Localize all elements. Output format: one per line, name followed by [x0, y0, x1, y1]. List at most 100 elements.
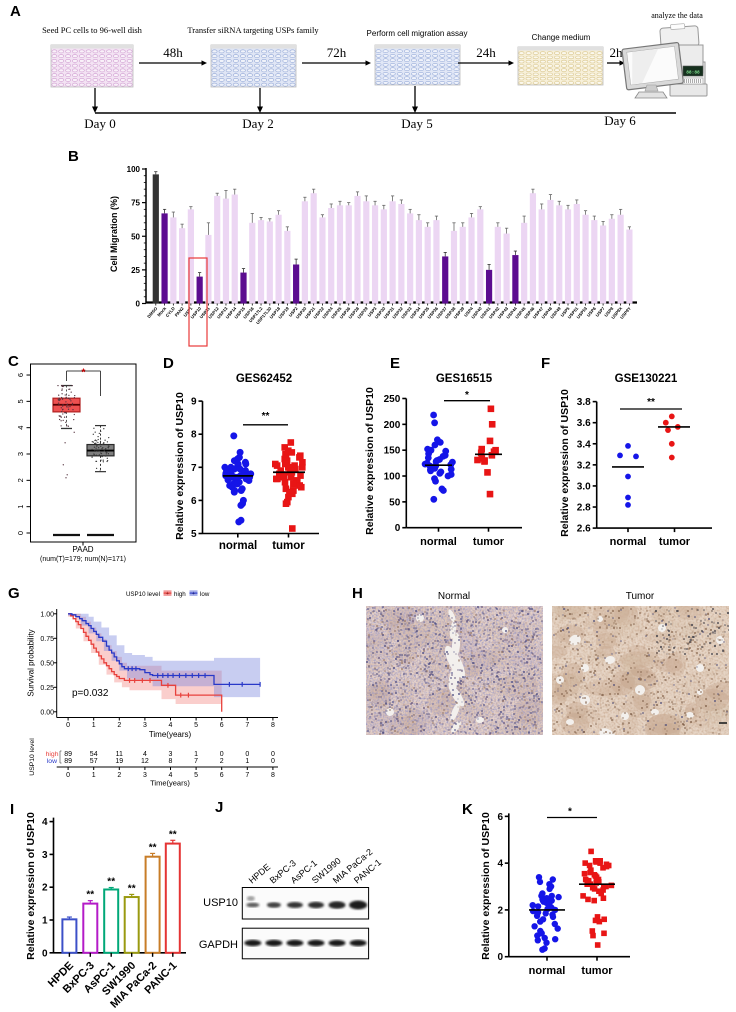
svg-text:89: 89 — [64, 758, 72, 765]
svg-text:USP2: USP2 — [288, 305, 299, 317]
svg-text:USP10 level: USP10 level — [126, 591, 160, 598]
svg-text:high: high — [46, 751, 59, 758]
svg-text:B: B — [68, 148, 79, 165]
svg-text:tumor: tumor — [659, 536, 691, 548]
svg-text:88:88: 88:88 — [686, 70, 700, 76]
svg-text:I: I — [10, 801, 14, 818]
svg-text:3: 3 — [143, 772, 147, 779]
svg-text:6: 6 — [220, 722, 224, 729]
svg-text:8: 8 — [271, 772, 275, 779]
svg-text:low: low — [200, 591, 210, 598]
svg-text:A: A — [10, 3, 21, 20]
svg-text:2: 2 — [117, 722, 121, 729]
svg-text:2.8: 2.8 — [577, 503, 591, 514]
svg-text:5: 5 — [16, 399, 25, 403]
svg-text:4: 4 — [497, 859, 503, 870]
svg-text:54: 54 — [90, 751, 98, 758]
svg-text:0.50: 0.50 — [40, 660, 54, 667]
svg-text:Day 0: Day 0 — [84, 116, 115, 131]
svg-text:50: 50 — [131, 232, 140, 241]
svg-text:Seed PC cells to 96-well dish: Seed PC cells to 96-well dish — [42, 25, 143, 35]
svg-text:3: 3 — [143, 722, 147, 729]
svg-text:Day 6: Day 6 — [604, 113, 636, 128]
svg-text:E: E — [390, 355, 400, 372]
svg-text:USP6: USP6 — [586, 305, 597, 317]
svg-text:H: H — [352, 585, 363, 602]
svg-text:0: 0 — [497, 952, 503, 963]
svg-text:5: 5 — [194, 772, 198, 779]
svg-text:24h: 24h — [476, 45, 496, 60]
svg-text:Survival probability: Survival probability — [27, 629, 36, 696]
svg-text:Mock: Mock — [156, 305, 167, 317]
svg-text:75: 75 — [131, 199, 140, 208]
svg-text:normal: normal — [529, 965, 566, 977]
svg-text:GAPDH: GAPDH — [199, 939, 238, 951]
svg-text:Perform cell migration assay: Perform cell migration assay — [367, 29, 468, 38]
svg-text:0: 0 — [271, 758, 275, 765]
svg-text:(num(T)=179; num(N)=171): (num(T)=179; num(N)=171) — [40, 556, 126, 563]
svg-text:1: 1 — [92, 772, 96, 779]
svg-text:200: 200 — [384, 420, 401, 431]
svg-text:6: 6 — [191, 496, 197, 507]
svg-text:2: 2 — [497, 905, 503, 916]
svg-text:6: 6 — [16, 373, 25, 377]
svg-text:low: low — [47, 758, 57, 765]
svg-text:2: 2 — [42, 883, 48, 894]
svg-text:Normal: Normal — [438, 591, 470, 602]
svg-text:Relative expression of USP10: Relative expression of USP10 — [25, 812, 37, 960]
svg-text:CYLD: CYLD — [165, 306, 176, 318]
svg-text:0: 0 — [395, 523, 401, 534]
svg-text:3.0: 3.0 — [577, 481, 591, 492]
svg-text:4: 4 — [143, 751, 147, 758]
svg-text:0: 0 — [220, 751, 224, 758]
svg-text:100: 100 — [384, 472, 401, 483]
svg-text:PAN2: PAN2 — [174, 305, 185, 317]
svg-text:tumor: tumor — [272, 540, 305, 552]
svg-text:**: ** — [86, 890, 94, 901]
svg-text:12: 12 — [141, 758, 149, 765]
svg-text:5: 5 — [194, 722, 198, 729]
svg-text:USP4: USP4 — [463, 305, 474, 317]
svg-text:3.2: 3.2 — [577, 460, 591, 471]
svg-text:7: 7 — [245, 772, 249, 779]
svg-text:+: + — [192, 591, 195, 597]
svg-text:4: 4 — [169, 772, 173, 779]
svg-text:USP7: USP7 — [595, 305, 606, 317]
svg-text:USP10: USP10 — [203, 897, 238, 909]
svg-text:USP8: USP8 — [603, 305, 614, 317]
svg-text:3.8: 3.8 — [577, 397, 591, 408]
svg-text:57: 57 — [90, 758, 98, 765]
svg-text:USP3: USP3 — [367, 305, 378, 317]
svg-text:4: 4 — [42, 817, 48, 828]
svg-text:GES62452: GES62452 — [236, 373, 292, 385]
svg-text:2: 2 — [117, 772, 121, 779]
svg-text:2: 2 — [220, 758, 224, 765]
svg-text:GES16515: GES16515 — [436, 373, 493, 385]
svg-text:7: 7 — [194, 758, 198, 765]
svg-text:7: 7 — [191, 463, 197, 474]
svg-text:K: K — [462, 801, 473, 818]
svg-text:3.6: 3.6 — [577, 418, 591, 429]
svg-text:0: 0 — [245, 751, 249, 758]
svg-text:1: 1 — [16, 505, 25, 509]
svg-text:G: G — [8, 585, 20, 602]
svg-text:Relative expression of USP10: Relative expression of USP10 — [480, 812, 492, 960]
svg-text:3.4: 3.4 — [577, 439, 591, 450]
svg-text:Day 2: Day 2 — [242, 116, 273, 131]
svg-text:USP10 level: USP10 level — [29, 738, 36, 776]
svg-text:2.6: 2.6 — [577, 524, 591, 535]
svg-text:Cell Migration (%): Cell Migration (%) — [109, 196, 119, 272]
svg-text:Change medium: Change medium — [532, 33, 591, 42]
svg-text:8: 8 — [169, 758, 173, 765]
svg-text:2h: 2h — [610, 45, 624, 60]
svg-text:0: 0 — [66, 772, 70, 779]
svg-text:5: 5 — [191, 529, 197, 540]
svg-text:48h: 48h — [163, 45, 183, 60]
svg-text:Relative expression of USP10: Relative expression of USP10 — [364, 387, 376, 535]
svg-text:USP1: USP1 — [182, 305, 193, 317]
svg-text:Time(years): Time(years) — [150, 779, 190, 788]
svg-text:**: ** — [169, 829, 177, 840]
svg-text:4: 4 — [16, 426, 25, 430]
svg-text:0: 0 — [136, 300, 141, 309]
svg-text:1: 1 — [245, 758, 249, 765]
